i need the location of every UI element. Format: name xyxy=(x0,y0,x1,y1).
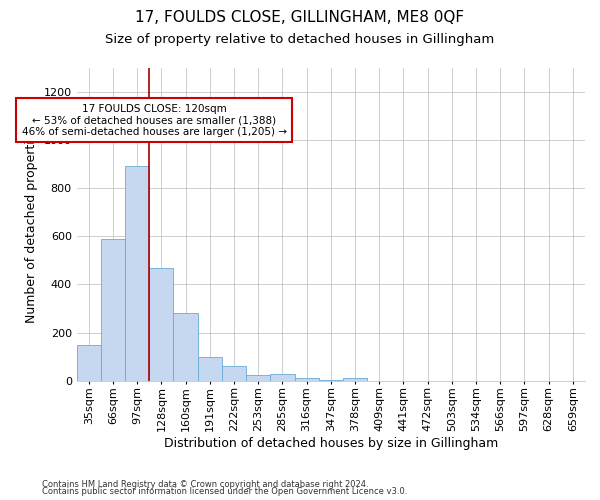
Bar xyxy=(319,380,343,381)
Text: 17, FOULDS CLOSE, GILLINGHAM, ME8 0QF: 17, FOULDS CLOSE, GILLINGHAM, ME8 0QF xyxy=(136,10,464,25)
X-axis label: Distribution of detached houses by size in Gillingham: Distribution of detached houses by size … xyxy=(164,437,498,450)
Bar xyxy=(125,166,149,381)
Y-axis label: Number of detached properties: Number of detached properties xyxy=(25,126,38,322)
Text: Contains HM Land Registry data © Crown copyright and database right 2024.: Contains HM Land Registry data © Crown c… xyxy=(42,480,368,489)
Bar xyxy=(77,344,101,381)
Text: 17 FOULDS CLOSE: 120sqm
← 53% of detached houses are smaller (1,388)
46% of semi: 17 FOULDS CLOSE: 120sqm ← 53% of detache… xyxy=(22,104,287,137)
Bar xyxy=(343,378,367,381)
Bar xyxy=(173,314,197,381)
Text: Size of property relative to detached houses in Gillingham: Size of property relative to detached ho… xyxy=(106,32,494,46)
Bar xyxy=(246,374,271,381)
Text: Contains public sector information licensed under the Open Government Licence v3: Contains public sector information licen… xyxy=(42,487,407,496)
Bar xyxy=(101,238,125,381)
Bar xyxy=(271,374,295,381)
Bar xyxy=(197,356,222,381)
Bar xyxy=(295,378,319,381)
Bar xyxy=(222,366,246,381)
Bar xyxy=(149,268,173,381)
